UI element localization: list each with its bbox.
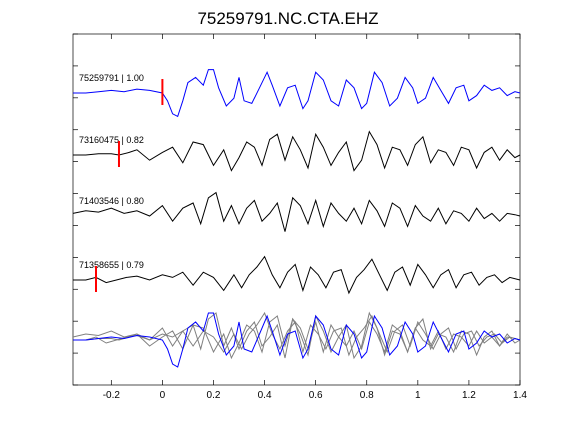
- trace-label: 71403546 | 0.80: [79, 196, 144, 206]
- trace-line: [73, 255, 521, 295]
- overlay-trace-line: [73, 311, 521, 357]
- x-tick-label: 1: [415, 390, 421, 401]
- y-ticks: [73, 33, 520, 386]
- overlay-template-line: [73, 312, 521, 368]
- x-tick-label: 0: [160, 390, 166, 401]
- x-axis: -0.2 0 0.2 0.4 0.6 0.8 1 1.2 1.4: [103, 34, 527, 401]
- x-tick-label: 0.2: [207, 390, 221, 401]
- overlay-trace-line: [73, 311, 521, 360]
- x-tick-label: 1.2: [462, 390, 476, 401]
- traces: 75259791 | 1.00 73160475 | 0.82 71403546 |…: [72, 69, 521, 295]
- trace-line: [73, 130, 521, 172]
- overlay-traces: [72, 311, 521, 368]
- trace-line: [72, 191, 521, 232]
- trace-label: 75259791 | 1.00: [79, 73, 144, 83]
- x-tick-label: 0.8: [360, 390, 374, 401]
- plot-frame: [72, 33, 521, 386]
- chart-title: 75259791.NC.CTA.EHZ: [197, 9, 378, 28]
- trace-label: 71358655 | 0.79: [79, 260, 144, 270]
- trace-line: [73, 69, 521, 118]
- x-tick-label: 0.6: [309, 390, 323, 401]
- trace-label: 73160475 | 0.82: [79, 135, 144, 145]
- x-tick-label: 1.4: [513, 390, 527, 401]
- x-tick-label: -0.2: [103, 390, 121, 401]
- x-tick-label: 0.4: [258, 390, 272, 401]
